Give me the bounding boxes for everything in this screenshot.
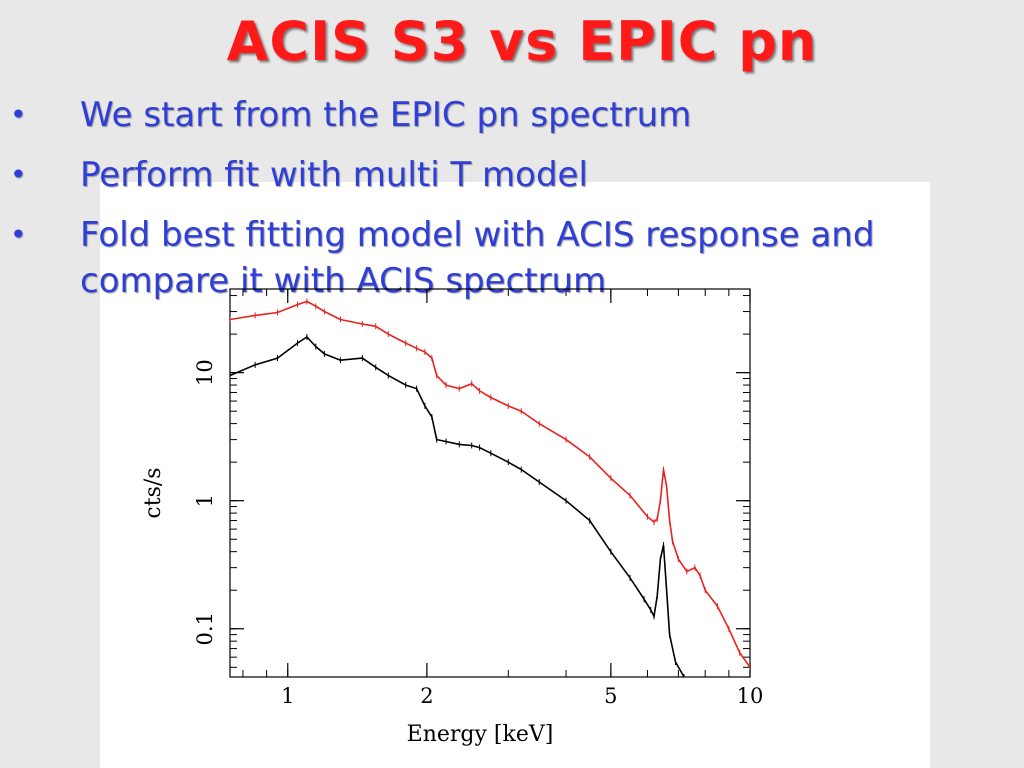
bullet-dot-icon: •	[10, 218, 27, 251]
x-tick-label: 5	[604, 684, 617, 708]
bullet-dot-icon: •	[10, 98, 27, 131]
y-tick-label: 0.1	[193, 612, 217, 645]
bullet-item: • Perform fit with multi T model	[0, 152, 1024, 198]
y-tick-label: 10	[193, 359, 217, 386]
bullet-item: • Fold best fitting model with ACIS resp…	[0, 212, 1024, 304]
series-group	[230, 333, 685, 677]
bullet-text: Fold best fitting model with ACIS respon…	[80, 215, 875, 301]
series-line	[230, 300, 750, 668]
series-line	[230, 335, 685, 677]
x-axis-title: Energy [keV]	[407, 722, 554, 747]
bullet-dot-icon: •	[10, 158, 27, 191]
plot-panel	[100, 182, 930, 768]
y-axis-title: cts/s	[141, 467, 166, 518]
bullet-text: We start from the EPIC pn spectrum	[80, 95, 692, 135]
plot-frame	[229, 288, 751, 678]
spectrum-chart: 1 2 5 10 0.1 1 10 Energy [keV] cts/s	[141, 288, 764, 747]
x-tick-label: 1	[281, 684, 294, 708]
bullet-text: Perform fit with multi T model	[80, 155, 588, 195]
series-group	[230, 298, 750, 671]
x-tick-label: 10	[737, 684, 764, 708]
bullet-list: • We start from the EPIC pn spectrum • P…	[0, 92, 1024, 318]
y-tick-label: 1	[193, 494, 217, 507]
slide-title: ACIS S3 vs EPIC pn	[226, 10, 818, 73]
bullet-item: • We start from the EPIC pn spectrum	[0, 92, 1024, 138]
x-tick-label: 2	[420, 684, 433, 708]
